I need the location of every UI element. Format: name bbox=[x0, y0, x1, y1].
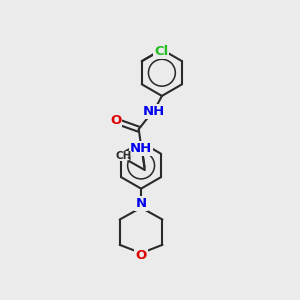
Text: ₃: ₃ bbox=[127, 153, 131, 163]
Text: O: O bbox=[136, 249, 147, 262]
Text: NH: NH bbox=[130, 142, 152, 155]
Text: CH: CH bbox=[116, 151, 132, 161]
Text: Cl: Cl bbox=[154, 45, 168, 58]
Text: N: N bbox=[136, 197, 147, 210]
Text: NH: NH bbox=[142, 105, 165, 118]
Text: O: O bbox=[110, 114, 121, 128]
